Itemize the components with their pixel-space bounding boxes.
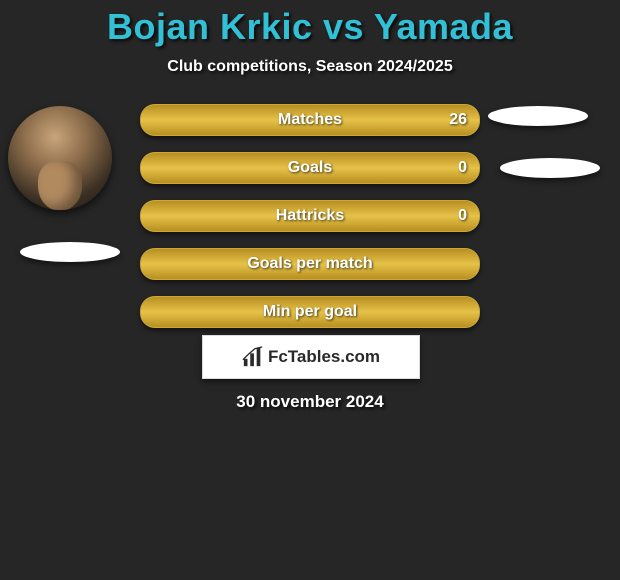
stat-label: Hattricks [141,201,479,231]
date-text: 30 november 2024 [0,392,620,412]
stat-row-min-per-goal: Min per goal [140,296,480,328]
subtitle: Club competitions, Season 2024/2025 [0,58,620,76]
stat-label: Goals per match [141,249,479,279]
stat-label: Min per goal [141,297,479,327]
stat-value: 0 [458,201,467,231]
player-left-avatar [8,106,112,210]
brand-text: FcTables.com [268,347,380,367]
stat-row-goals: Goals 0 [140,152,480,184]
stat-rows: Matches 26 Goals 0 Hattricks 0 Goals per… [140,104,480,344]
brand-badge: FcTables.com [202,335,420,379]
bar-chart-icon [242,346,264,368]
stat-row-hattricks: Hattricks 0 [140,200,480,232]
stat-label: Matches [141,105,479,135]
player-right-pill-2 [500,158,600,178]
stat-value: 26 [449,105,467,135]
stat-row-matches: Matches 26 [140,104,480,136]
player-left-name-pill [20,242,120,262]
stat-row-goals-per-match: Goals per match [140,248,480,280]
page-title: Bojan Krkic vs Yamada [0,6,620,48]
stat-label: Goals [141,153,479,183]
stat-value: 0 [458,153,467,183]
player-right-pill-1 [488,106,588,126]
